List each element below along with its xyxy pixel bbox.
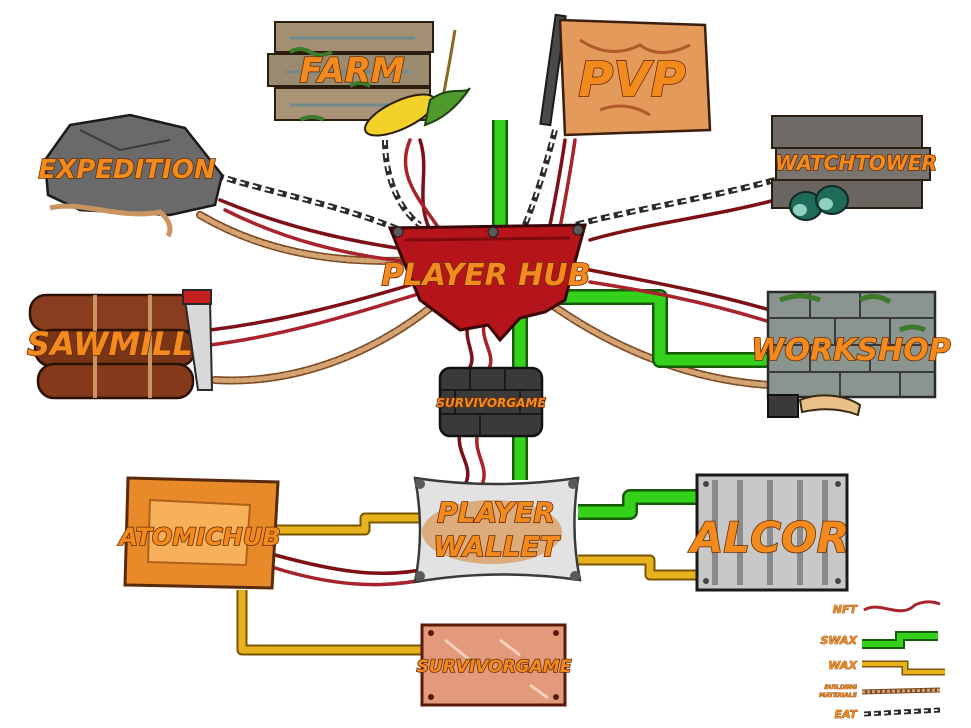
swax-pipes [492, 120, 770, 520]
survivorgame-market-label: SURVIVORGAME [417, 657, 572, 677]
atomichub-label: ATOMICHUB [117, 523, 280, 551]
nft-wire-expedition [218, 198, 412, 252]
legend-building-label-line2: MATERIALS [819, 692, 857, 699]
rope-connectors [196, 211, 774, 389]
nft-wire-atomichub-wallet [273, 553, 432, 576]
expedition-label: EXPEDITION [38, 155, 215, 185]
sawmill-label: SAWMILL [27, 325, 193, 363]
survivorgame-hub-node[interactable]: SURVIVORGAME [436, 366, 547, 438]
legend-item-eat: EAT [834, 707, 941, 721]
player-wallet-label-line1: PLAYER [437, 496, 555, 529]
nft-wires [208, 138, 777, 587]
nft-wire-pvp [548, 138, 567, 227]
chain-farm-hub [382, 139, 422, 228]
watchtower-label: WATCHTOWER [775, 151, 937, 175]
nft-wire-survivorgame-wallet [457, 428, 470, 487]
pvp-label: PVP [578, 52, 686, 108]
nft-wire-sawmill [208, 283, 412, 332]
alcor-node[interactable]: ALCOR [687, 473, 850, 592]
player-hub-node[interactable]: PLAYER HUB [381, 223, 591, 343]
alcor-label: ALCOR [688, 513, 849, 562]
corn-icon [364, 29, 471, 137]
nft-wire-farm [418, 138, 432, 232]
legend-nft-swatch [863, 600, 941, 613]
nft-wire-workshop [588, 268, 772, 312]
player-wallet-node[interactable]: PLAYER WALLET [413, 476, 582, 584]
chain-connectors [214, 129, 776, 233]
watchtower-node[interactable]: WATCHTOWER [771, 115, 938, 221]
atomichub-node[interactable]: ATOMICHUB [117, 476, 281, 590]
legend-wax-label: WAX [828, 659, 857, 672]
binoculars-icon [789, 185, 849, 221]
legend-item-nft: NFT [832, 600, 941, 616]
legend-item-wax: WAX [828, 659, 945, 676]
survivorgame-market-node[interactable]: SURVIVORGAME [416, 623, 573, 707]
farm-label: FARM [299, 51, 404, 91]
legend-nft-label: NFT [833, 603, 859, 616]
nft-wire-watchtower [588, 198, 777, 242]
player-wallet-label-line2: WALLET [433, 530, 560, 563]
survivorgame-hub-label: SURVIVORGAME [436, 396, 546, 410]
workshop-label: WORKSHOP [751, 333, 950, 368]
farm-node[interactable]: FARM [267, 21, 471, 144]
pvp-node[interactable]: PVP [539, 13, 712, 137]
legend: NFT SWAX WAX BUILDING MATERIALS EAT [819, 600, 945, 721]
wax-pipe-atomichub-market [236, 590, 430, 656]
legend-swax-label: SWAX [820, 634, 857, 647]
player-hub-banner [387, 223, 587, 343]
hammer-icon [767, 394, 862, 418]
legend-building-label-line1: BUILDING [824, 684, 857, 691]
saw-icon [182, 289, 214, 391]
wax-pipes [236, 512, 700, 656]
workshop-node[interactable]: WORKSHOP [751, 290, 951, 418]
sawmill-node[interactable]: SAWMILL [26, 289, 214, 400]
legend-item-building-materials: BUILDING MATERIALS [819, 684, 941, 699]
expedition-node[interactable]: EXPEDITION [38, 113, 224, 238]
expedition-rock [43, 113, 224, 217]
legend-eat-label: EAT [835, 708, 859, 721]
player-hub-label: PLAYER HUB [382, 258, 591, 293]
legend-item-swax: SWAX [820, 631, 938, 649]
